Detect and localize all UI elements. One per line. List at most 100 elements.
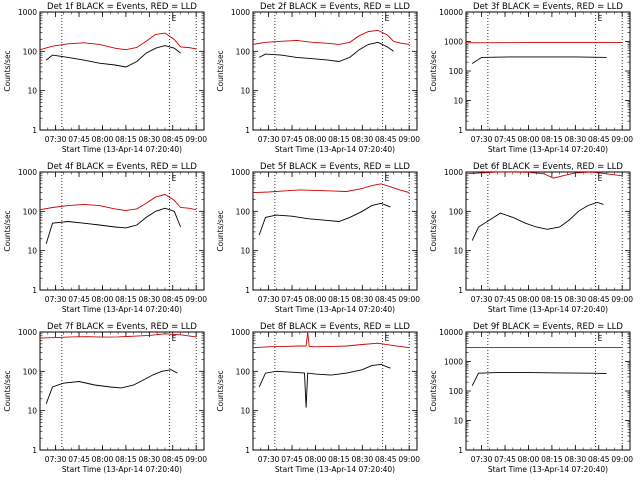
panel-title: Det 6f BLACK = Events, RED = LLD [473, 162, 623, 172]
plot-frame [465, 171, 631, 291]
x-tick-label: 07:45 [68, 135, 90, 144]
x-axis-label: Start Time (13-Apr-14 07:20:40) [488, 465, 608, 474]
x-tick-label: 07:30 [45, 295, 67, 304]
x-tick-label: 08:45 [588, 135, 610, 144]
y-axis-label: Counts/sec [429, 210, 438, 251]
panel-plot-6: Det 6f BLACK = Events, RED = LLD 1 10 100 10… [429, 162, 633, 314]
y-tick-label: 1 [458, 126, 463, 135]
lld-series [40, 32, 197, 51]
x-tick-label: 07:45 [494, 455, 516, 464]
x-tick-label: 07:30 [258, 135, 280, 144]
x-tick-label: 07:45 [281, 295, 303, 304]
y-tick-label: 1000 [444, 168, 463, 177]
y-tick-label: 10 [453, 247, 463, 256]
plot-frame [465, 11, 631, 131]
marker-label: E [385, 14, 390, 23]
panel-plot-5: Det 5f BLACK = Events, RED = LLD 1 10 100 10… [216, 162, 420, 314]
x-tick-label: 08:30 [139, 135, 161, 144]
x-tick-label: 09:00 [611, 455, 633, 464]
series-group [466, 41, 623, 64]
x-tick-label: 08:15 [115, 455, 137, 464]
detector-panel-5: Det 5f BLACK = Events, RED = LLD 1 10 100 10… [213, 160, 426, 320]
plot-frame [252, 11, 418, 131]
y-axis-label: Counts/sec [216, 50, 225, 91]
y-tick-label: 1 [458, 446, 463, 455]
x-tick-label: 08:45 [588, 455, 610, 464]
y-tick-label: 1 [245, 286, 250, 295]
y-tick-label: 100 [449, 207, 464, 216]
x-tick-label: 08:30 [352, 135, 374, 144]
x-tick-label: 08:30 [565, 455, 587, 464]
y-axis-label: Counts/sec [429, 50, 438, 91]
y-tick-label: 10 [240, 247, 250, 256]
x-tick-label: 08:15 [115, 295, 137, 304]
y-tick-label: 10000 [439, 328, 463, 337]
x-tick-label: 08:15 [541, 455, 563, 464]
x-tick-label: 09:00 [398, 455, 420, 464]
panel-title: Det 1f BLACK = Events, RED = LLD [47, 2, 197, 12]
x-tick-label: 07:30 [258, 295, 280, 304]
plot-frame [465, 331, 631, 451]
y-tick-label: 10 [27, 247, 37, 256]
y-tick-label: 1000 [231, 328, 250, 337]
y-tick-label: 1000 [231, 168, 250, 177]
events-series [258, 363, 391, 408]
x-tick-label: 08:45 [375, 135, 397, 144]
marker-label: E [172, 14, 177, 23]
x-tick-label: 07:45 [68, 295, 90, 304]
plot-frame [39, 171, 205, 291]
y-tick-label: 1000 [444, 38, 463, 47]
detector-panel-3: Det 3f BLACK = Events, RED = LLD 1 10 100 10… [426, 0, 639, 160]
y-tick-label: 1000 [231, 8, 250, 17]
x-tick-label: 08:00 [518, 135, 540, 144]
x-tick-label: 07:30 [45, 455, 67, 464]
x-tick-label: 07:45 [281, 455, 303, 464]
x-tick-label: 08:15 [541, 135, 563, 144]
events-series [258, 202, 391, 236]
y-tick-label: 100 [449, 387, 464, 396]
y-tick-label: 100 [236, 47, 251, 56]
x-axis-label: Start Time (13-Apr-14 07:20:40) [488, 145, 608, 154]
x-tick-label: 08:15 [541, 295, 563, 304]
x-tick-label: 07:30 [471, 455, 493, 464]
panel-title: Det 3f BLACK = Events, RED = LLD [473, 2, 623, 12]
series-group [40, 333, 197, 404]
x-tick-label: 08:30 [565, 295, 587, 304]
x-tick-label: 08:00 [92, 135, 114, 144]
x-tick-label: 09:00 [185, 295, 207, 304]
series-group [253, 183, 410, 236]
x-tick-label: 08:00 [518, 295, 540, 304]
x-tick-label: 08:00 [305, 455, 327, 464]
y-tick-label: 10 [240, 407, 250, 416]
x-tick-label: 08:45 [162, 295, 184, 304]
events-series [471, 56, 607, 64]
x-tick-label: 07:30 [258, 455, 280, 464]
panel-title: Det 9f BLACK = Events, RED = LLD [473, 322, 623, 332]
series-group [40, 193, 197, 244]
y-tick-label: 100 [449, 67, 464, 76]
panel-plot-8: Det 8f BLACK = Events, RED = LLD 1 10 100 10… [216, 322, 420, 474]
y-axis-label: Counts/sec [3, 50, 12, 91]
y-tick-label: 100 [23, 207, 38, 216]
panel-title: Det 8f BLACK = Events, RED = LLD [260, 322, 410, 332]
lld-series [40, 193, 197, 211]
x-tick-label: 09:00 [185, 135, 207, 144]
detector-panel-1: Det 1f BLACK = Events, RED = LLD 1 10 100 10… [0, 0, 213, 160]
y-tick-label: 10 [27, 87, 37, 96]
x-axis-label: Start Time (13-Apr-14 07:20:40) [488, 305, 608, 314]
x-tick-label: 08:30 [352, 455, 374, 464]
x-axis-label: Start Time (13-Apr-14 07:20:40) [275, 305, 395, 314]
plot-frame [39, 331, 205, 451]
y-axis-label: Counts/sec [216, 370, 225, 411]
y-tick-label: 1 [245, 126, 250, 135]
x-tick-label: 08:30 [139, 455, 161, 464]
panel-title: Det 4f BLACK = Events, RED = LLD [47, 162, 197, 172]
detector-panel-7: Det 7f BLACK = Events, RED = LLD 1 10 100 10… [0, 320, 213, 480]
series-group [466, 172, 623, 241]
y-tick-label: 10 [27, 407, 37, 416]
detector-panel-6: Det 6f BLACK = Events, RED = LLD 1 10 100 10… [426, 160, 639, 320]
x-tick-label: 08:00 [518, 455, 540, 464]
y-tick-label: 10 [240, 87, 250, 96]
x-tick-label: 08:45 [375, 295, 397, 304]
